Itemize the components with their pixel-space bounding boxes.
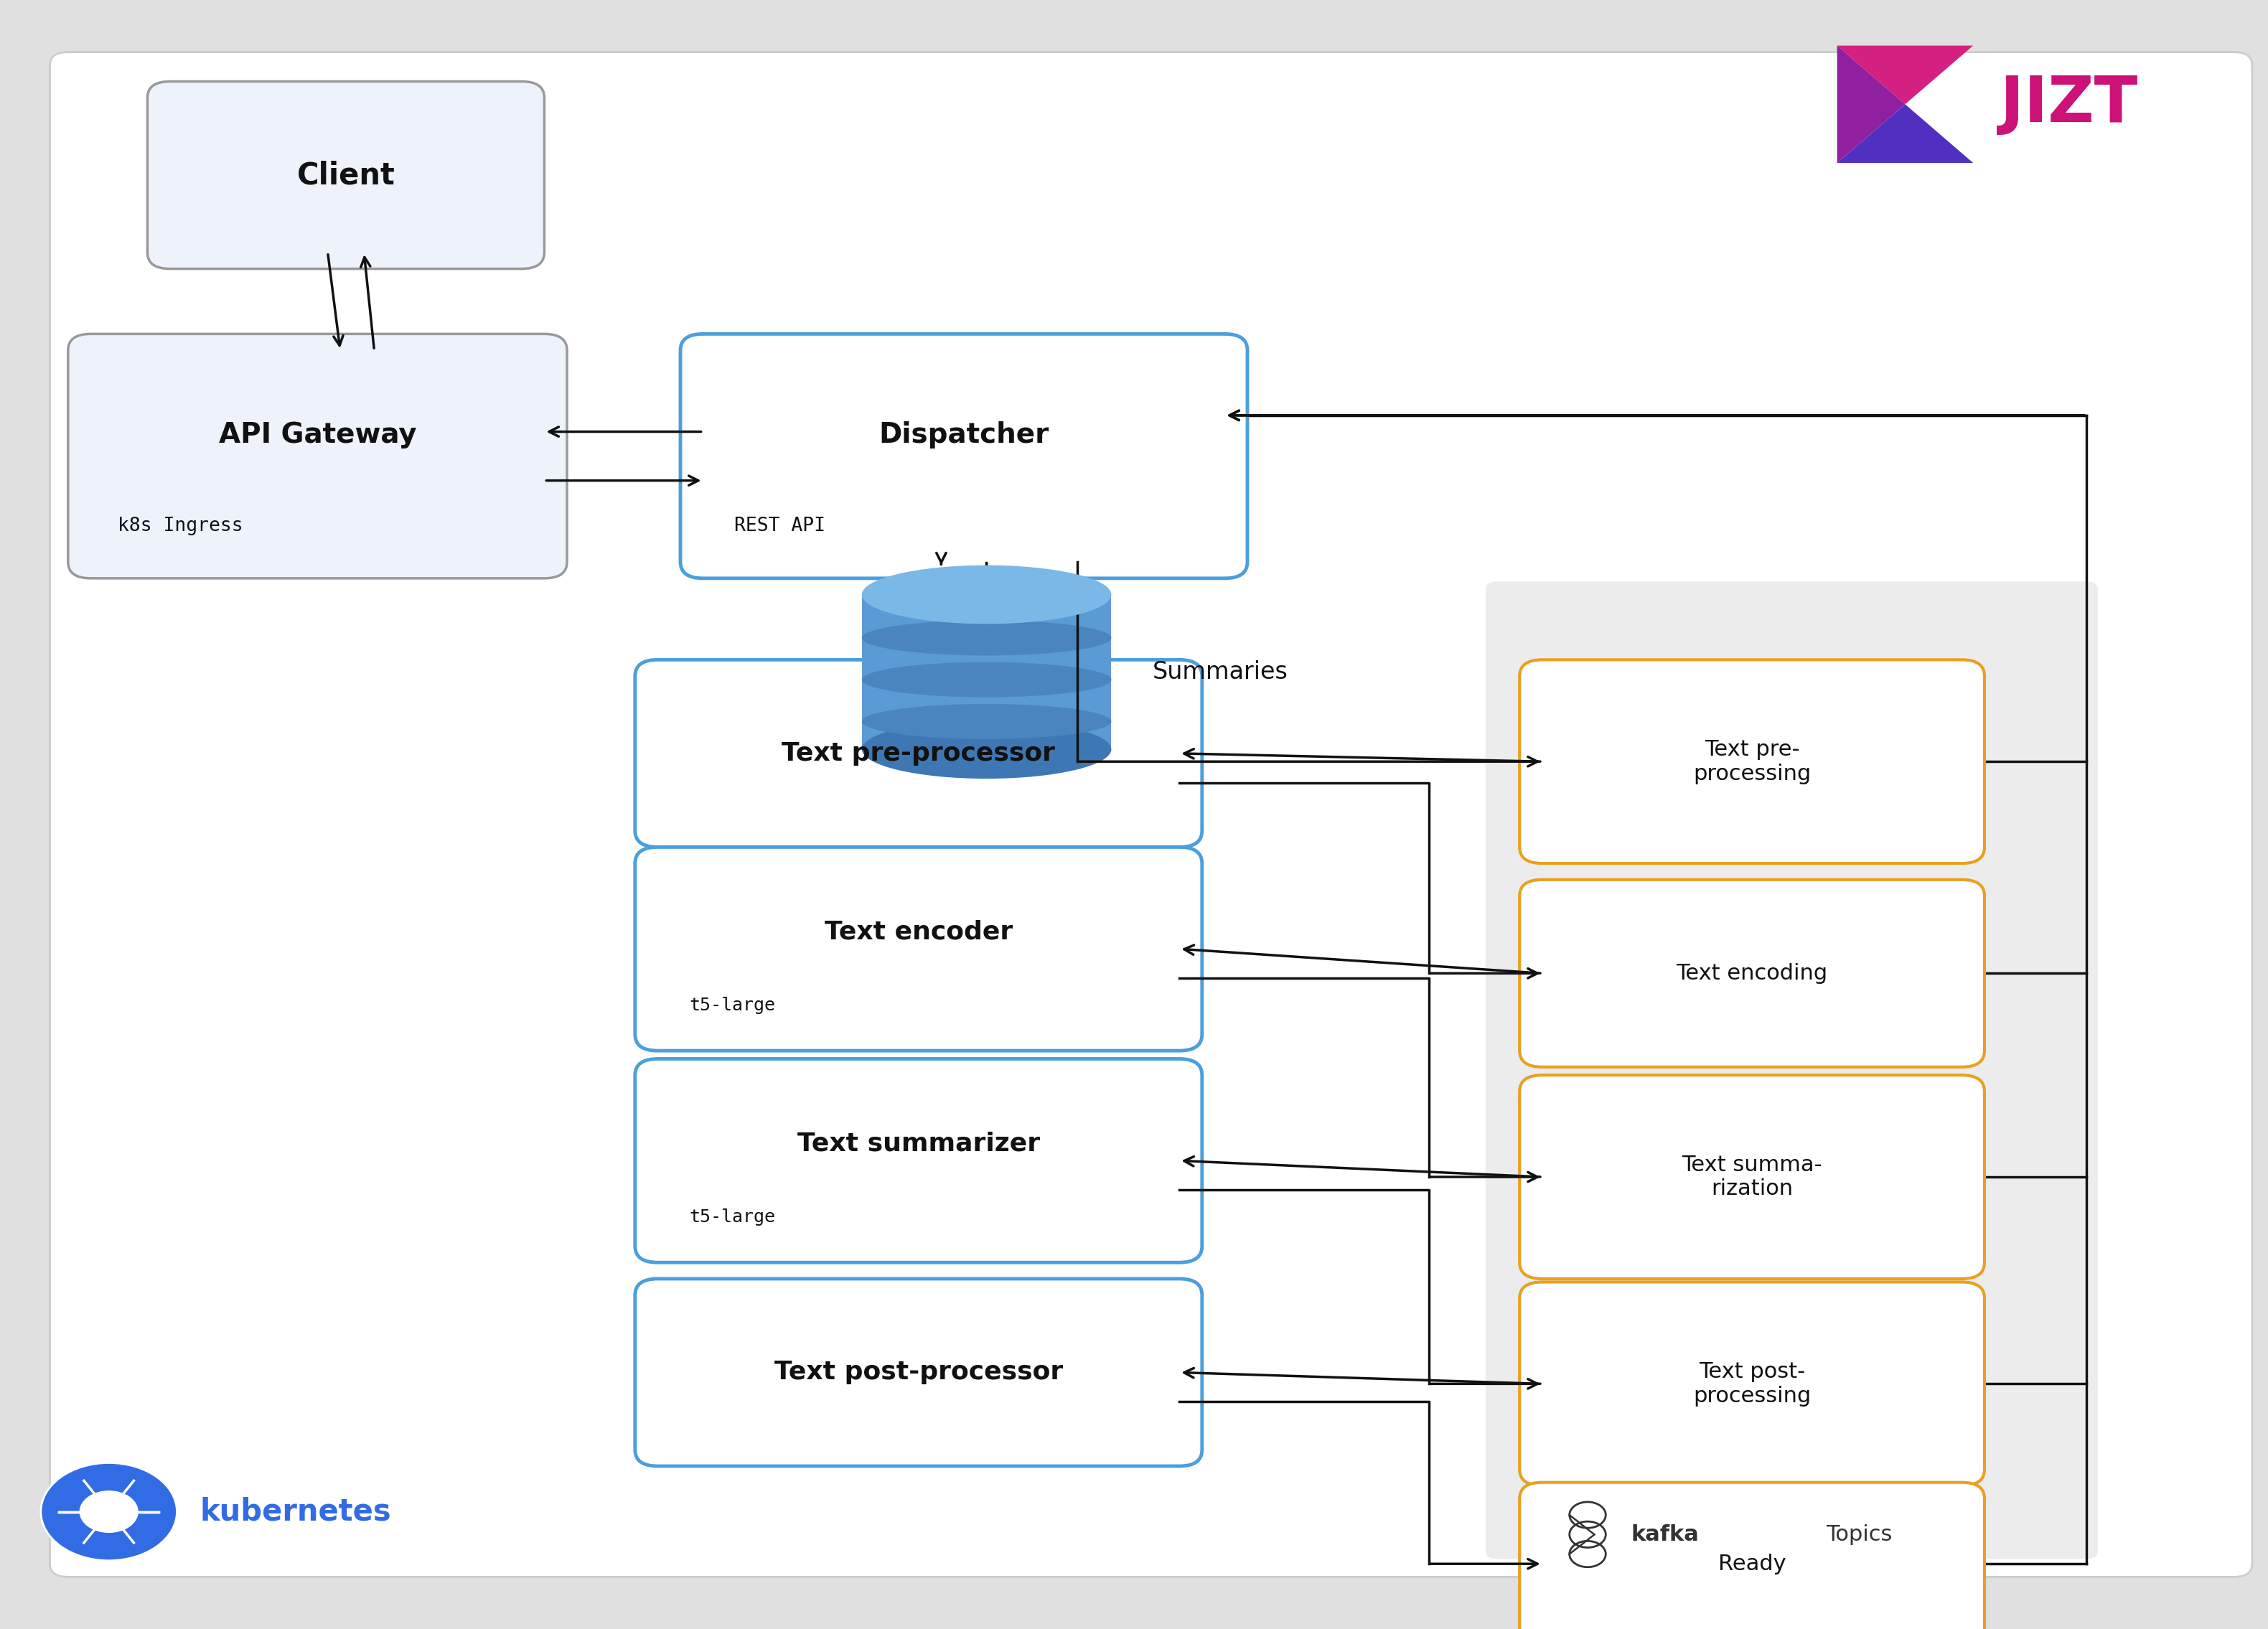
Ellipse shape	[862, 621, 1111, 655]
Ellipse shape	[862, 704, 1111, 740]
Text: JIZT: JIZT	[2000, 73, 2139, 135]
FancyBboxPatch shape	[1520, 1282, 1985, 1486]
Ellipse shape	[862, 661, 1111, 697]
FancyBboxPatch shape	[147, 81, 544, 269]
Polygon shape	[862, 595, 1111, 749]
Text: Text post-processor: Text post-processor	[773, 1360, 1064, 1385]
Text: Text pre-
processing: Text pre- processing	[1694, 740, 1810, 784]
Polygon shape	[1837, 104, 1973, 163]
Text: kubernetes: kubernetes	[200, 1497, 390, 1526]
Polygon shape	[1837, 46, 1973, 104]
FancyBboxPatch shape	[680, 334, 1247, 578]
Text: API Gateway: API Gateway	[218, 422, 417, 448]
Text: Text pre-processor: Text pre-processor	[782, 741, 1055, 766]
Ellipse shape	[862, 720, 1111, 779]
FancyBboxPatch shape	[635, 847, 1202, 1051]
Text: Ready: Ready	[1719, 1554, 1785, 1574]
FancyBboxPatch shape	[1520, 1075, 1985, 1279]
Text: t5-large: t5-large	[689, 1209, 776, 1225]
Ellipse shape	[862, 565, 1111, 624]
Text: Text encoder: Text encoder	[826, 920, 1012, 943]
Text: Text encoding: Text encoding	[1676, 963, 1828, 984]
FancyBboxPatch shape	[635, 1279, 1202, 1466]
Text: Dispatcher: Dispatcher	[878, 422, 1050, 448]
Text: Topics: Topics	[1826, 1525, 1892, 1544]
FancyBboxPatch shape	[635, 1059, 1202, 1262]
Text: Text summarizer: Text summarizer	[796, 1132, 1041, 1155]
FancyBboxPatch shape	[1486, 582, 2098, 1559]
FancyBboxPatch shape	[1520, 660, 1985, 863]
FancyBboxPatch shape	[1520, 1482, 1985, 1629]
Text: k8s Ingress: k8s Ingress	[118, 516, 243, 536]
Polygon shape	[1837, 46, 1905, 163]
FancyBboxPatch shape	[68, 334, 567, 578]
FancyBboxPatch shape	[1520, 880, 1985, 1067]
Circle shape	[41, 1463, 177, 1561]
Text: kafka: kafka	[1631, 1525, 1699, 1544]
FancyBboxPatch shape	[635, 660, 1202, 847]
Text: Text summa-
rization: Text summa- rization	[1683, 1155, 1821, 1199]
FancyBboxPatch shape	[50, 52, 2252, 1577]
Text: Text post-
processing: Text post- processing	[1694, 1362, 1810, 1406]
Text: REST API: REST API	[735, 516, 826, 536]
Text: t5-large: t5-large	[689, 997, 776, 1013]
Text: Client: Client	[297, 160, 395, 191]
Text: Summaries: Summaries	[1152, 660, 1288, 684]
Circle shape	[79, 1491, 138, 1533]
